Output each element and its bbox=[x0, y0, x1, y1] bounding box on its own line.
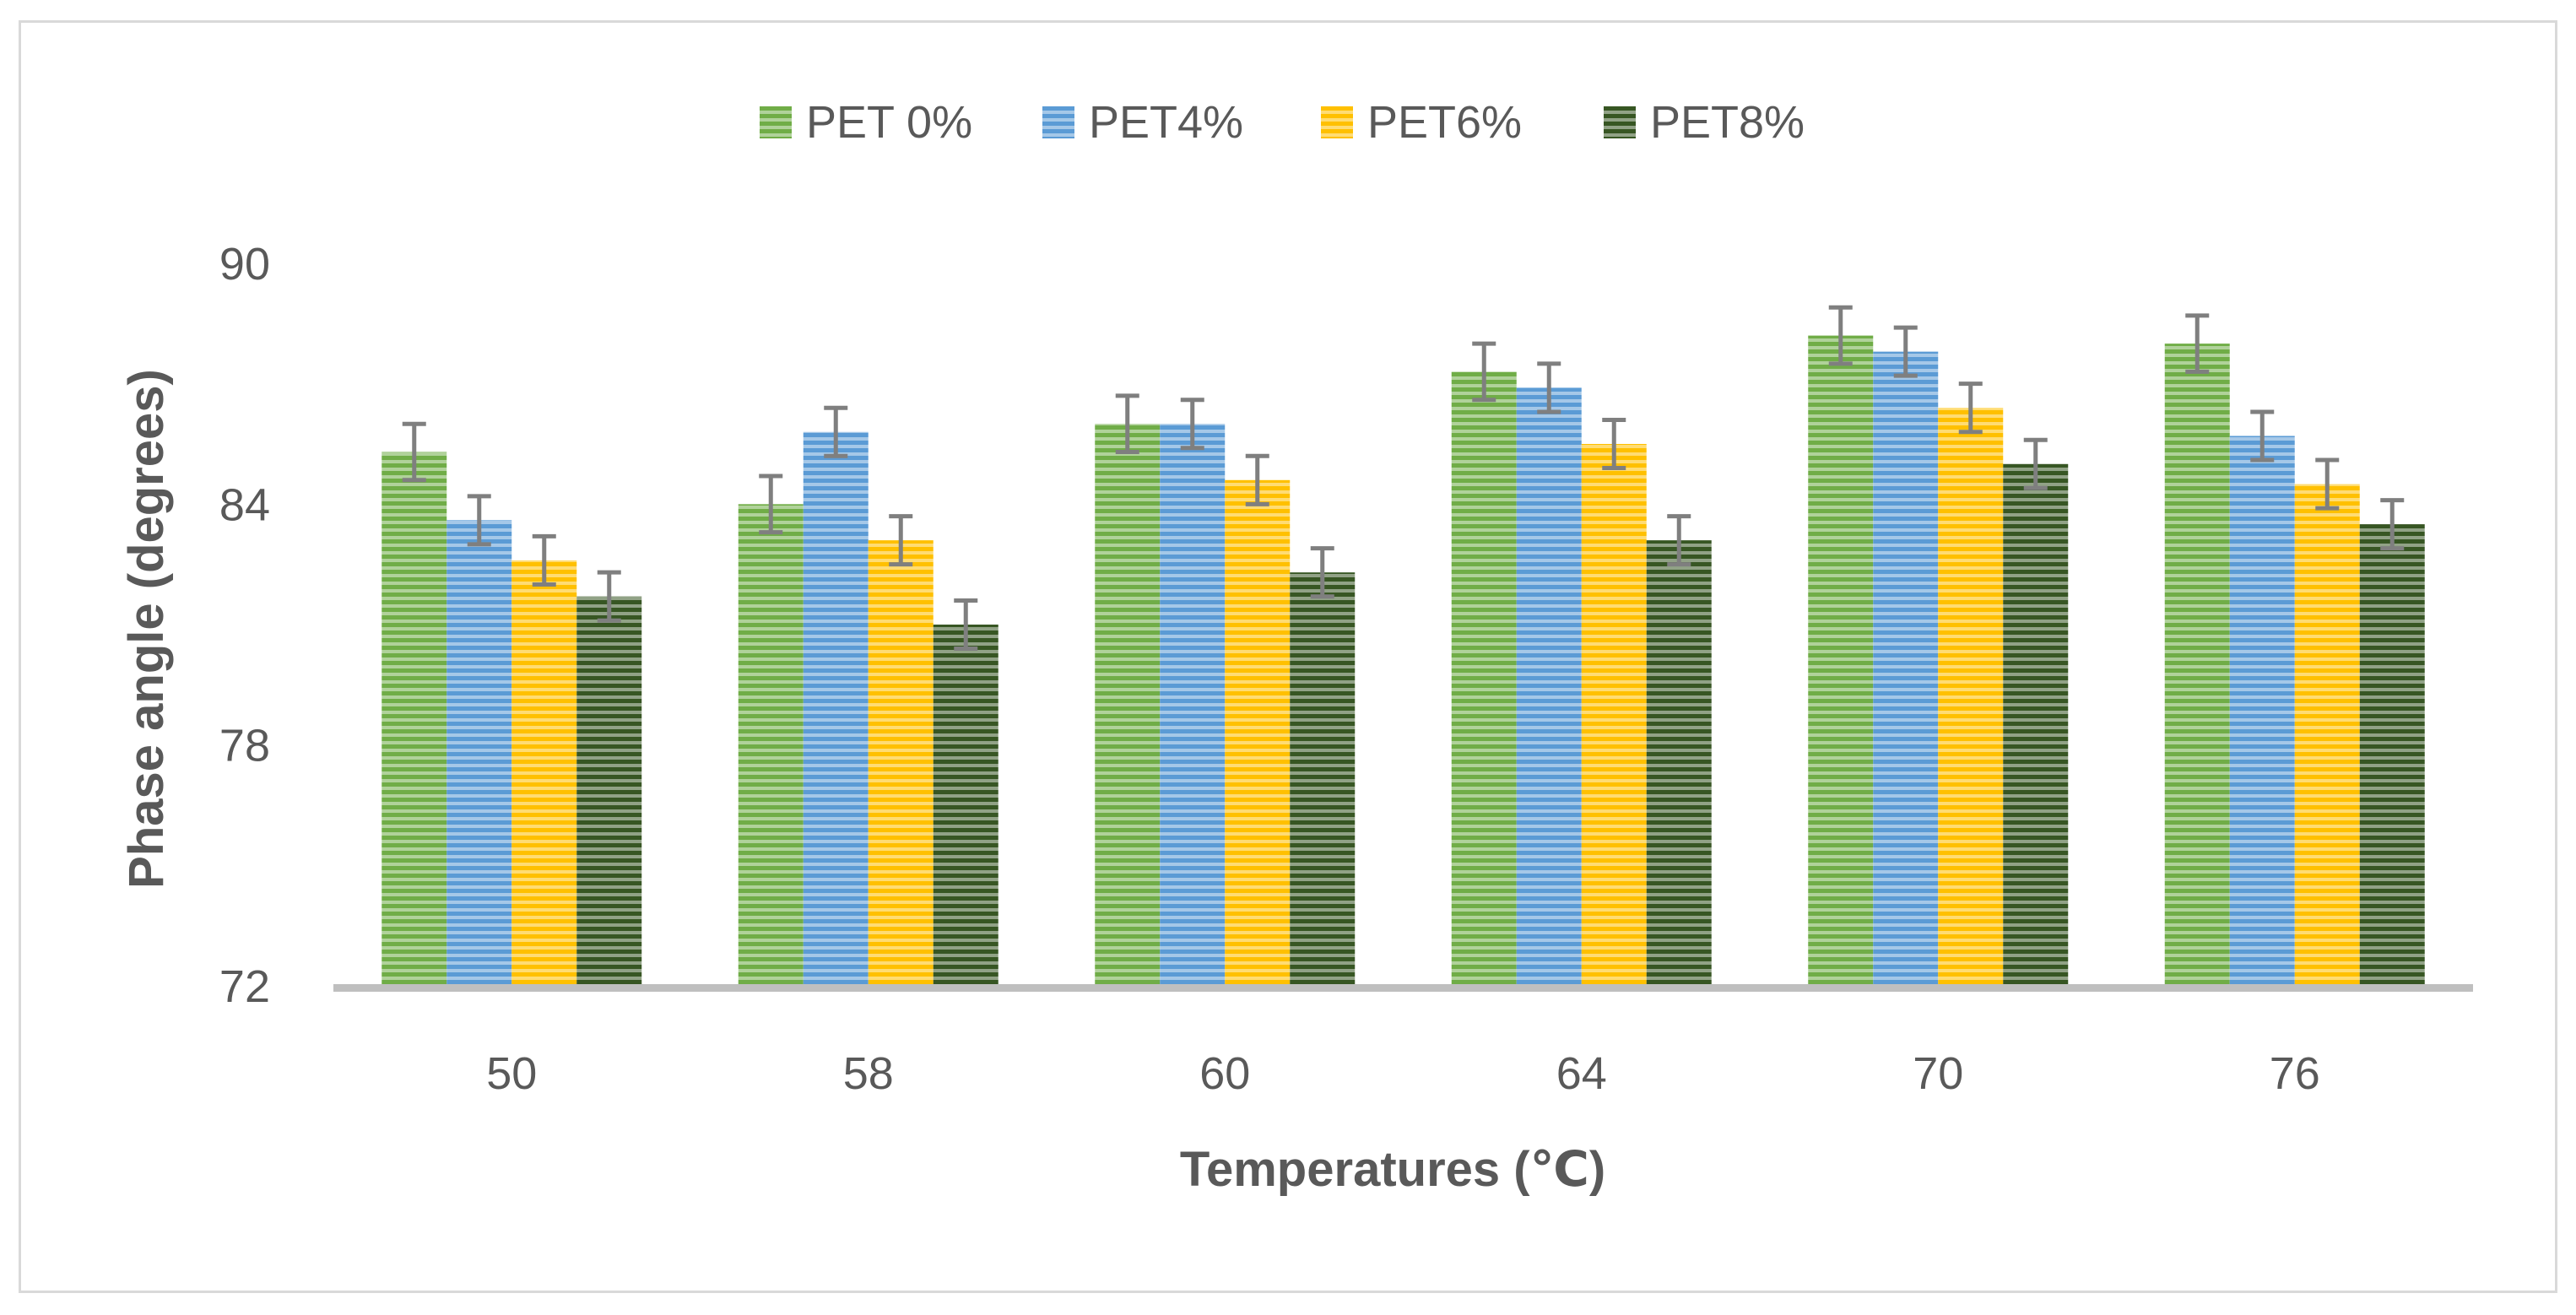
error-bar bbox=[1828, 305, 1853, 366]
bar bbox=[446, 520, 512, 986]
error-bar bbox=[889, 514, 913, 567]
bar bbox=[2359, 524, 2425, 986]
bar bbox=[1581, 444, 1647, 986]
legend-swatch bbox=[1321, 106, 1353, 138]
error-bar bbox=[402, 421, 426, 483]
legend-label: PET8% bbox=[1650, 97, 1805, 148]
error-bar bbox=[759, 474, 783, 535]
error-bar bbox=[597, 570, 621, 623]
legend-swatch bbox=[1604, 106, 1636, 138]
error-bar bbox=[2023, 437, 2048, 490]
bar bbox=[1095, 424, 1161, 986]
bar bbox=[738, 504, 804, 986]
bar bbox=[803, 431, 869, 986]
error-bars bbox=[402, 305, 2405, 652]
x-axis-title: Temperatures (℃) bbox=[1180, 1142, 1605, 1197]
x-axis: 50 58 60 64 70 76 bbox=[333, 984, 2473, 1099]
x-tick-label: 76 bbox=[2270, 1048, 2320, 1099]
legend-swatch bbox=[760, 106, 792, 138]
bar bbox=[1451, 371, 1517, 986]
error-bar bbox=[1472, 341, 1496, 403]
legend-swatch bbox=[1042, 106, 1074, 138]
bar bbox=[576, 596, 642, 986]
legend-label: PET 0% bbox=[806, 97, 972, 148]
legend-label: PET4% bbox=[1089, 97, 1243, 148]
error-bar bbox=[1180, 398, 1204, 451]
legend-item: PET6% bbox=[1321, 97, 1522, 148]
bar bbox=[933, 625, 998, 986]
y-axis: 72 78 84 90 bbox=[219, 239, 270, 1012]
bar bbox=[1225, 479, 1291, 986]
x-tick-label: 50 bbox=[486, 1048, 537, 1099]
error-bar bbox=[2250, 409, 2275, 463]
error-bar bbox=[2185, 313, 2210, 374]
error-bar bbox=[1893, 325, 1918, 378]
bar bbox=[2229, 436, 2295, 986]
bar bbox=[1290, 572, 1356, 986]
y-tick-label: 90 bbox=[219, 239, 270, 290]
x-tick-label: 58 bbox=[843, 1048, 894, 1099]
error-bar bbox=[1310, 546, 1334, 599]
bar bbox=[2164, 344, 2230, 987]
x-tick-label: 60 bbox=[1199, 1048, 1250, 1099]
error-bar bbox=[1958, 382, 1983, 435]
bar bbox=[2003, 463, 2069, 986]
legend-label: PET6% bbox=[1367, 97, 1522, 148]
bar bbox=[1160, 424, 1226, 986]
bar bbox=[1646, 540, 1712, 986]
bar bbox=[1808, 335, 1874, 987]
error-bar bbox=[1537, 361, 1561, 414]
legend-item: PET8% bbox=[1604, 97, 1805, 148]
bar bbox=[1938, 408, 2004, 986]
y-tick-label: 72 bbox=[219, 961, 270, 1012]
x-tick-label: 70 bbox=[1913, 1048, 1963, 1099]
bars bbox=[382, 335, 2425, 987]
bar bbox=[1873, 351, 1939, 987]
error-bar bbox=[1602, 417, 1626, 471]
x-axis-line bbox=[333, 984, 2473, 992]
error-bar bbox=[467, 494, 491, 547]
legend-item: PET 0% bbox=[760, 97, 972, 148]
error-bar bbox=[954, 598, 978, 652]
error-bar bbox=[532, 533, 556, 587]
x-tick-label: 64 bbox=[1556, 1048, 1607, 1099]
legend: PET 0% PET4% PET6% PET8% bbox=[760, 97, 1805, 148]
error-bar bbox=[1667, 514, 1691, 567]
y-axis-title: Phase angle (degrees) bbox=[119, 369, 174, 889]
bar bbox=[868, 540, 934, 986]
bar bbox=[511, 560, 577, 986]
error-bar bbox=[824, 405, 848, 458]
error-bar bbox=[1115, 393, 1139, 455]
legend-item: PET4% bbox=[1042, 97, 1243, 148]
y-tick-label: 78 bbox=[219, 721, 270, 771]
bar bbox=[1516, 387, 1582, 986]
bar bbox=[2294, 484, 2360, 986]
error-bar bbox=[2380, 498, 2405, 551]
error-bar bbox=[2315, 457, 2340, 511]
bar bbox=[382, 452, 447, 986]
y-tick-label: 84 bbox=[219, 479, 270, 530]
error-bar bbox=[1245, 453, 1269, 506]
